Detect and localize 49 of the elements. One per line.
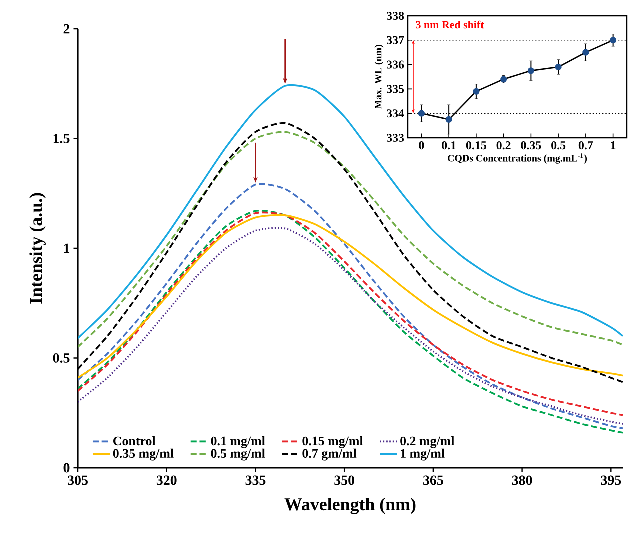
point [528, 68, 534, 74]
y-tick-label: 336 [387, 60, 404, 69]
x-tick-label: 395 [601, 476, 622, 486]
point [446, 116, 452, 123]
y-tick-label: 0.5 [53, 353, 70, 363]
point [418, 110, 425, 117]
legend-label: 0.7 gm/ml [302, 448, 357, 461]
x-axis-title: Wavelength (nm) [284, 498, 416, 514]
x-tick-label: 350 [334, 476, 355, 486]
y-axis-title: Intensity (a.u.) [30, 193, 46, 304]
annotation: 3 nm Red shift [416, 20, 484, 29]
legend-label: 0.35 mg/ml [113, 448, 174, 461]
x-tick-label: 335 [246, 476, 266, 486]
x-tick-label: 365 [424, 476, 444, 486]
legend-label: 0.5 mg/ml [211, 448, 266, 461]
point [610, 37, 617, 44]
x-tick-label: 0.35 [521, 142, 542, 150]
x-tick-label: 0.5 [552, 142, 566, 150]
y-tick-label: 333 [387, 134, 404, 142]
legend-label: 0.15 mg/ml [302, 436, 364, 448]
point [555, 64, 562, 71]
y-tick-label: 2 [64, 24, 70, 34]
x-tick-label: 320 [156, 476, 177, 486]
x-tick-label: 1 [611, 142, 616, 150]
legend-label: Control [114, 436, 156, 446]
x-axis-title: CQDs Concentrations (mg.mL$^{-1}$) [448, 153, 588, 164]
y-tick-label: 338 [387, 12, 404, 20]
line-series [78, 214, 623, 379]
legend-label: 0.2 mg/ml [400, 436, 455, 448]
legend-label: 0.1 mg/ml [211, 436, 266, 448]
y-tick-label: 1 [64, 244, 70, 254]
y-tick-label: 334 [387, 110, 404, 118]
legend-label: 1 mg/ml [401, 448, 445, 461]
x-tick-label: 380 [512, 476, 532, 486]
x-tick-label: 0.7 [578, 142, 594, 150]
point [473, 88, 480, 95]
line-series [78, 131, 623, 348]
point [582, 49, 590, 56]
y-tick-label: 1.5 [54, 134, 70, 144]
x-tick-label: 305 [68, 476, 88, 486]
x-tick-label: 0 [419, 142, 424, 150]
y-axis-title: Max. WL (nm) [374, 45, 384, 110]
x-tick-label: 0.1 [442, 142, 456, 150]
x-tick-label: 0.2 [496, 142, 511, 150]
line-series [78, 84, 623, 340]
x-tick-label: 0.15 [466, 142, 486, 150]
y-tick-label: 0 [64, 463, 70, 473]
y-tick-label: 337 [387, 36, 404, 44]
y-tick-label: 335 [387, 85, 404, 94]
